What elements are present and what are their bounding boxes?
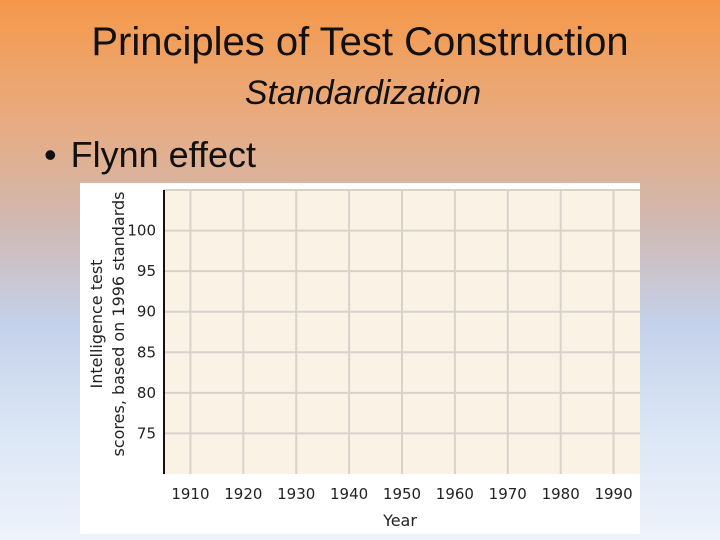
x-tick-label: 1910 — [171, 485, 209, 503]
grid-lines — [164, 189, 640, 474]
x-tick-label: 1950 — [383, 485, 421, 503]
y-axis-label: Intelligence test scores, based on 1996 s… — [87, 191, 128, 456]
x-tick-label: 1940 — [330, 485, 368, 503]
bullet-text: Flynn effect — [70, 134, 257, 175]
y-tick-label: 75 — [137, 424, 156, 442]
x-tick-label: 1930 — [277, 485, 315, 503]
y-tick-label: 95 — [137, 262, 156, 280]
y-tick-label: 85 — [137, 343, 156, 361]
x-tick-label: 1980 — [542, 485, 580, 503]
x-tick-label: 1970 — [489, 485, 527, 503]
bullet-item: • Flynn effect — [44, 134, 256, 176]
x-tick-label: 1920 — [224, 485, 262, 503]
x-axis-label: Year — [382, 511, 417, 530]
y-tick-label: 100 — [127, 222, 156, 240]
x-tick-labels: 1910 1920 1930 1940 1950 1960 1970 1980 1990 — [171, 485, 632, 503]
y-tick-label: 80 — [137, 384, 156, 402]
y-tick-labels: 75 80 85 90 95 100 — [127, 222, 156, 443]
x-tick-label: 1990 — [594, 485, 632, 503]
y-tick-label: 90 — [137, 303, 156, 321]
slide-title: Principles of Test Construction — [91, 20, 629, 64]
flynn-chart: 75 80 85 90 95 100 1910 1920 1930 1940 1950 1960 19… — [80, 183, 640, 534]
x-tick-label: 1960 — [436, 485, 474, 503]
y-axis-label-line: scores, based on 1996 standards — [109, 191, 128, 456]
slide-subtitle: Standardization — [244, 74, 482, 112]
y-axis-label-line: Intelligence test — [87, 260, 106, 389]
bullet-marker: • — [44, 134, 57, 175]
